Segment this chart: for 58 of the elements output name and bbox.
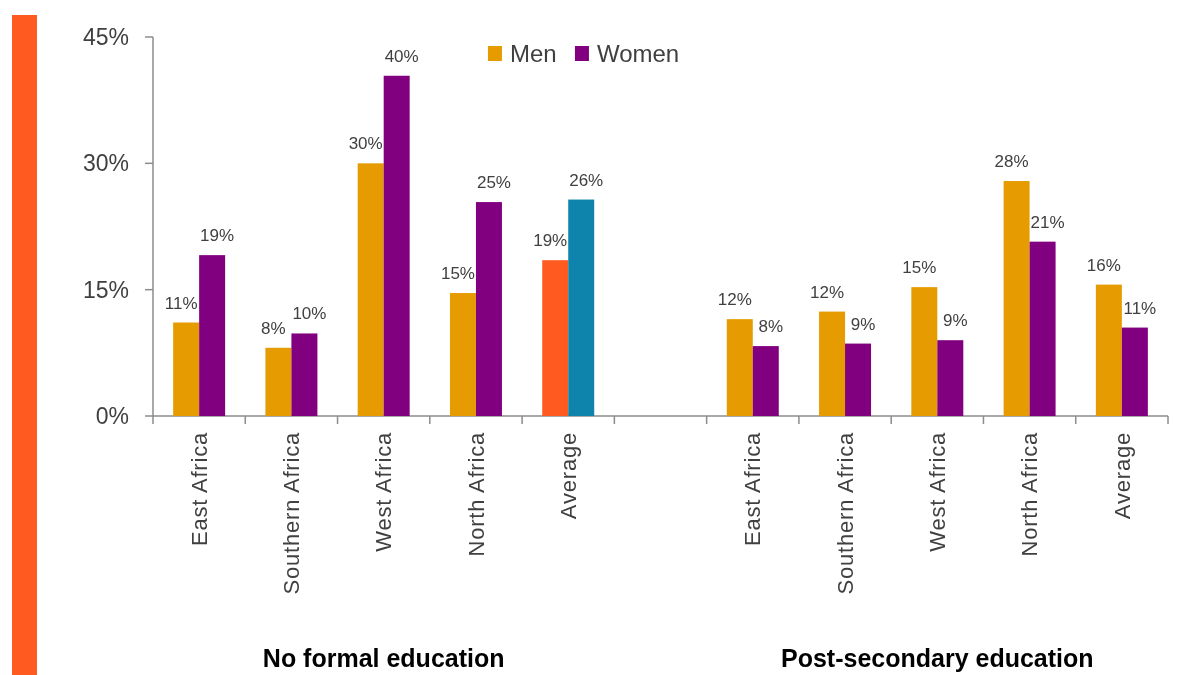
data-label: 9%	[850, 314, 876, 334]
bar	[383, 75, 410, 416]
data-label: 9%	[943, 311, 968, 331]
data-label: 15%	[902, 258, 937, 278]
x-tick-label: West Africa	[371, 432, 397, 552]
bar	[937, 340, 964, 416]
bar	[475, 202, 502, 416]
x-tick-label: North Africa	[1017, 432, 1043, 557]
bar	[726, 319, 753, 416]
bar	[542, 260, 569, 416]
data-label: 12%	[810, 282, 845, 302]
text: Post-secondary education	[781, 643, 1094, 672]
x-tick-label: Average	[555, 432, 581, 520]
bar	[1029, 241, 1056, 416]
bar	[173, 322, 200, 416]
bar	[199, 255, 226, 416]
text: No formal education	[262, 643, 505, 672]
bar	[291, 333, 318, 416]
data-label: 19%	[200, 226, 235, 246]
bar	[845, 343, 872, 416]
data-label: 10%	[292, 304, 327, 324]
x-tick-label: East Africa	[186, 432, 212, 546]
x-tick-label: Southern Africa	[832, 432, 858, 595]
data-label: 21%	[1030, 212, 1065, 232]
x-tick-label: West Africa	[925, 432, 951, 552]
data-label: 8%	[758, 317, 784, 337]
bar	[752, 346, 779, 416]
y-tick-label: 30%	[82, 150, 129, 177]
data-label: 25%	[476, 173, 511, 193]
x-tick-label: North Africa	[463, 432, 489, 557]
bar	[819, 311, 846, 416]
data-label: 26%	[569, 170, 604, 190]
bar	[449, 293, 476, 416]
bar	[265, 347, 292, 416]
data-label: 11%	[164, 293, 198, 313]
bar	[1003, 181, 1030, 416]
data-label: 16%	[1086, 255, 1121, 275]
y-tick-label: 0%	[95, 403, 129, 430]
x-tick-label: East Africa	[740, 432, 766, 546]
data-label: 12%	[717, 290, 752, 310]
data-label: 19%	[533, 231, 568, 251]
data-label: 8%	[261, 318, 286, 338]
data-label: 28%	[994, 152, 1029, 172]
bar	[568, 199, 595, 416]
y-tick-label: 45%	[82, 24, 129, 51]
data-label: 30%	[348, 134, 383, 154]
x-tick-label: Southern Africa	[279, 432, 305, 595]
bar	[911, 287, 938, 416]
bar	[1121, 327, 1148, 416]
bar	[357, 163, 384, 416]
legend-label: Men	[509, 40, 557, 68]
x-tick-label: Average	[1109, 432, 1135, 520]
data-label: 40%	[384, 46, 419, 66]
data-label: 11%	[1123, 298, 1157, 318]
legend-label: Women	[596, 40, 680, 68]
data-label: 15%	[440, 264, 475, 284]
y-tick-label: 15%	[82, 276, 129, 303]
bar	[1095, 284, 1122, 416]
